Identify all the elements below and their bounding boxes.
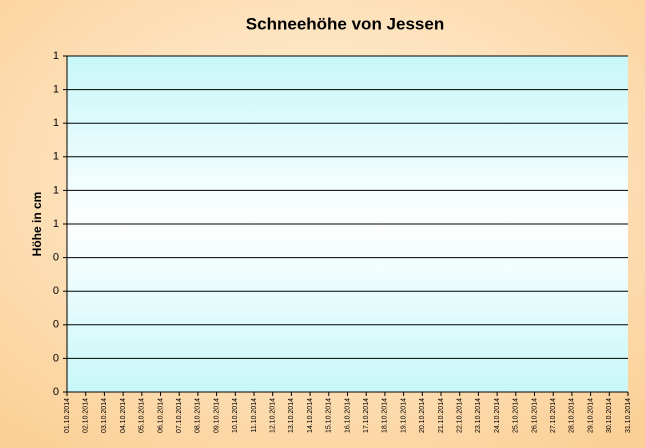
x-tick-label: 11.10.2014 — [251, 398, 258, 433]
x-tick-label: 29.10.2014 — [587, 398, 594, 433]
y-tick-label: 1 — [53, 84, 59, 96]
x-tick-label: 24.10.2014 — [494, 398, 501, 433]
x-tick-label: 22.10.2014 — [457, 398, 464, 433]
y-tick-label: 0 — [53, 285, 59, 297]
y-tick-label: 1 — [53, 117, 59, 129]
y-tick-label: 1 — [53, 184, 59, 196]
x-tick-label: 10.10.2014 — [232, 398, 239, 433]
x-tick-label: 01.10.2014 — [64, 398, 71, 433]
x-tick-label: 03.10.2014 — [101, 398, 108, 433]
x-tick-label: 08.10.2014 — [195, 398, 202, 433]
x-tick-label: 02.10.2014 — [83, 398, 90, 433]
y-tick-label: 0 — [53, 352, 59, 364]
x-tick-label: 16.10.2014 — [344, 398, 351, 433]
x-tick-label: 14.10.2014 — [307, 398, 314, 433]
x-tick-label: 30.10.2014 — [606, 398, 613, 433]
x-tick-label: 12.10.2014 — [270, 398, 277, 433]
x-tick-label: 28.10.2014 — [569, 398, 576, 433]
y-axis-label: Höhe in cm — [30, 192, 44, 257]
y-tick-label: 0 — [53, 319, 59, 331]
x-tick-label: 20.10.2014 — [419, 398, 426, 433]
x-tick-label: 04.10.2014 — [120, 398, 127, 433]
x-tick-label: 07.10.2014 — [176, 398, 183, 433]
x-tick-label: 19.10.2014 — [400, 398, 407, 433]
x-tick-label: 17.10.2014 — [363, 398, 370, 433]
y-tick-label: 1 — [53, 151, 59, 163]
x-tick-label: 31.10.2014 — [625, 398, 632, 433]
chart-title: Schneehöhe von Jessen — [246, 14, 444, 33]
y-tick-label: 0 — [53, 386, 59, 398]
x-tick-label: 21.10.2014 — [438, 398, 445, 433]
y-tick-label: 0 — [53, 252, 59, 264]
x-tick-label: 27.10.2014 — [550, 398, 557, 433]
x-tick-label: 13.10.2014 — [288, 398, 295, 433]
y-tick-label: 1 — [53, 218, 59, 230]
x-tick-label: 23.10.2014 — [475, 398, 482, 433]
x-tick-label: 25.10.2014 — [513, 398, 520, 433]
x-tick-label: 26.10.2014 — [531, 398, 538, 433]
x-tick-label: 18.10.2014 — [382, 398, 389, 433]
x-tick-label: 06.10.2014 — [157, 398, 164, 433]
x-tick-label: 15.10.2014 — [326, 398, 333, 433]
x-tick-label: 09.10.2014 — [213, 398, 220, 433]
x-tick-label: 05.10.2014 — [139, 398, 146, 433]
y-tick-label: 1 — [53, 50, 59, 62]
